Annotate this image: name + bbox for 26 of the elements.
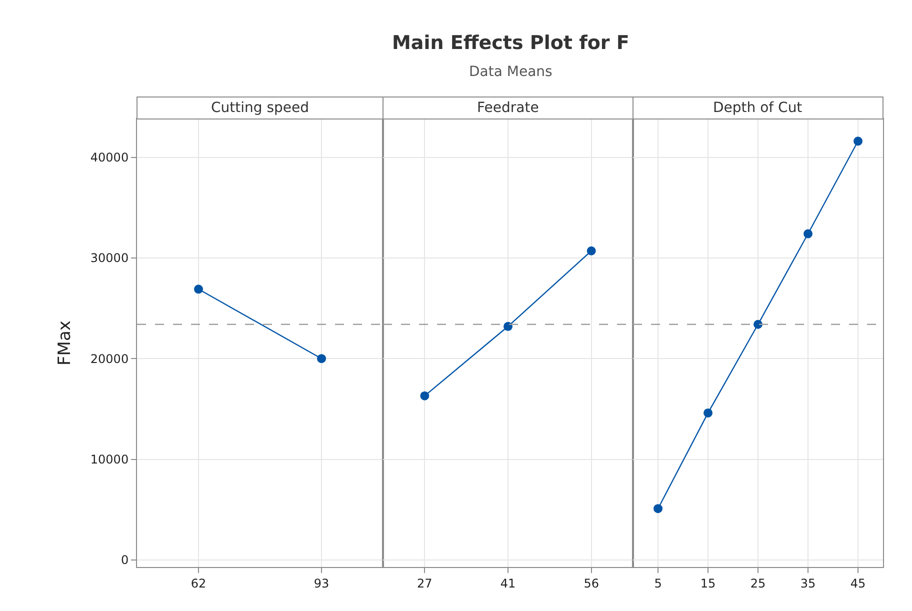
- x-axis-title: Cutting speed: [211, 100, 310, 116]
- point: [854, 136, 863, 146]
- text: Main Effects Plot for F: [392, 32, 630, 54]
- point: [804, 229, 813, 238]
- x-tick-label: 25: [750, 576, 766, 590]
- x-tick-label: 15: [700, 576, 716, 590]
- y-tick-label: 30000: [90, 251, 129, 266]
- text: Data Means: [469, 64, 552, 80]
- y-axis-title: FMax: [54, 320, 75, 366]
- y-tick-label: 0: [120, 553, 129, 568]
- x-tick-label: 5: [654, 576, 662, 590]
- point: [754, 320, 763, 329]
- x-tick-label: 27: [417, 576, 432, 590]
- point: [654, 504, 663, 514]
- y-tick-label: 20000: [90, 352, 129, 366]
- x-tick-label: 93: [314, 576, 330, 590]
- x-tick-label: 35: [800, 576, 816, 590]
- x-tick-label: 41: [500, 576, 516, 590]
- x-tick-label: 56: [584, 576, 599, 590]
- x-tick-label: 62: [190, 576, 206, 590]
- x-tick-label: 45: [850, 576, 866, 590]
- x-axis-title: Depth of Cut: [713, 100, 803, 116]
- y-tick-label: 10000: [90, 452, 129, 466]
- y-tick-label: 40000: [90, 150, 129, 164]
- x-axis-title: Feedrate: [477, 100, 539, 116]
- point: [704, 408, 713, 418]
